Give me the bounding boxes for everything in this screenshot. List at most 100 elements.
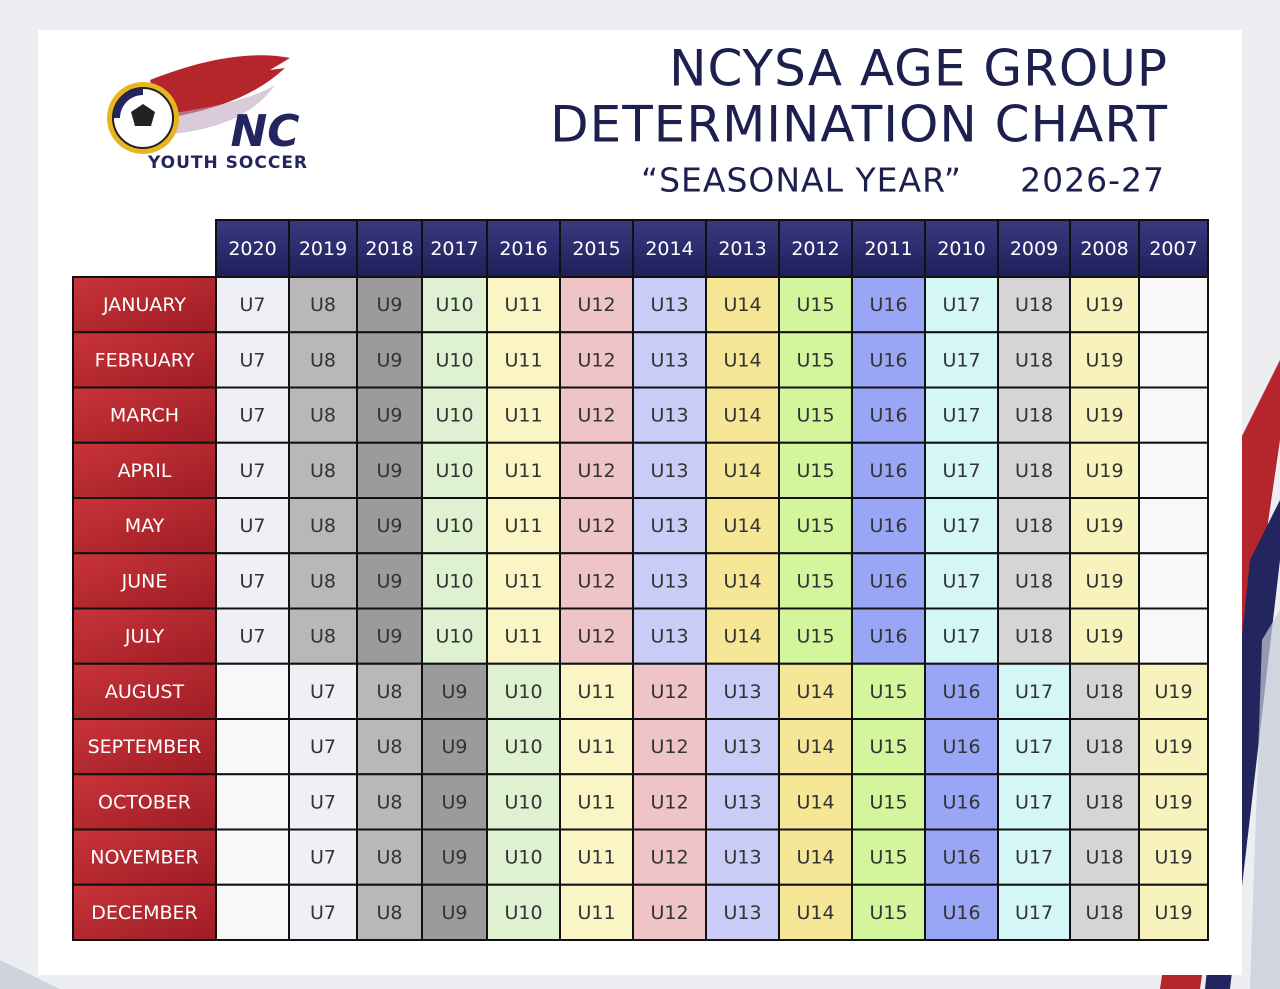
age-cell [356, 552, 423, 610]
month-cell [72, 552, 217, 610]
age-cell [997, 773, 1071, 831]
age-label: U12 [650, 847, 688, 869]
age-label: U18 [1085, 681, 1123, 703]
age-label: U8 [310, 515, 336, 537]
age-cell [288, 828, 358, 886]
age-cell [924, 662, 999, 720]
age-cell [778, 552, 853, 610]
age-cell [215, 773, 290, 831]
age-cell [559, 386, 634, 444]
age-label: U13 [650, 515, 688, 537]
age-label: U7 [310, 791, 336, 813]
age-label: U8 [377, 681, 403, 703]
age-label: U15 [796, 570, 834, 592]
age-label: U14 [723, 570, 761, 592]
month-cell [72, 773, 217, 831]
age-label: U18 [1085, 791, 1123, 813]
column-header [288, 219, 358, 278]
age-cell [705, 828, 780, 886]
age-label: U12 [650, 791, 688, 813]
age-label: U18 [1015, 294, 1053, 316]
age-label: U17 [1015, 681, 1053, 703]
age-label: U10 [504, 791, 542, 813]
age-label: U15 [869, 902, 907, 924]
age-label: U7 [240, 626, 266, 648]
age-label: U17 [942, 294, 980, 316]
subtitle: “SEASONAL YEAR” [641, 161, 962, 200]
age-cell [1069, 552, 1140, 610]
age-label: U15 [869, 681, 907, 703]
age-label: U11 [577, 681, 615, 703]
age-label: U12 [577, 349, 615, 371]
age-label: U10 [504, 902, 542, 924]
month-cell [72, 441, 217, 499]
age-label: U14 [796, 736, 834, 758]
year-label: 2016 [499, 238, 547, 260]
age-label: U10 [504, 847, 542, 869]
age-label: U11 [504, 349, 542, 371]
age-cell [1069, 883, 1140, 941]
year-label: 2019 [299, 238, 347, 260]
age-label: U16 [942, 681, 980, 703]
age-cell [559, 883, 634, 941]
column-header [1138, 219, 1209, 278]
age-label: U16 [869, 515, 907, 537]
age-label: U13 [650, 349, 688, 371]
age-table: 2020 2019 2018 2017 2016 2015 2014 2013 2012 2011… [72, 219, 1209, 941]
age-cell [421, 386, 488, 444]
age-label: U15 [796, 626, 834, 648]
age-cell [851, 718, 926, 776]
age-label: U9 [377, 460, 403, 482]
age-cell [924, 386, 999, 444]
age-label: U16 [942, 902, 980, 924]
age-label: U13 [723, 681, 761, 703]
age-cell [705, 552, 780, 610]
age-label: U17 [1015, 847, 1053, 869]
age-label: U13 [723, 736, 761, 758]
month-label: JANUARY [102, 294, 186, 316]
age-label: U7 [310, 847, 336, 869]
age-cell [356, 718, 423, 776]
year-label: 2020 [228, 238, 276, 260]
age-cell [632, 386, 707, 444]
age-cell [421, 552, 488, 610]
age-label: U11 [577, 847, 615, 869]
age-label: U14 [796, 847, 834, 869]
age-label: U12 [577, 515, 615, 537]
month-label: JUNE [121, 570, 168, 592]
age-label: U18 [1015, 570, 1053, 592]
age-cell [997, 386, 1071, 444]
age-cell [997, 552, 1071, 610]
age-cell [215, 386, 290, 444]
age-cell [997, 718, 1071, 776]
age-label: U12 [577, 570, 615, 592]
age-label: U11 [504, 460, 542, 482]
age-cell [215, 662, 290, 720]
age-cell [632, 607, 707, 665]
age-cell [421, 331, 488, 389]
age-label: U17 [942, 570, 980, 592]
age-cell [1069, 607, 1140, 665]
age-label: U18 [1085, 736, 1123, 758]
age-label: U17 [942, 460, 980, 482]
age-cell [421, 607, 488, 665]
age-label: U16 [869, 460, 907, 482]
age-cell [421, 662, 488, 720]
age-label: U19 [1154, 681, 1192, 703]
age-label: U10 [435, 626, 473, 648]
age-label: U7 [310, 681, 336, 703]
age-label: U9 [442, 736, 468, 758]
age-label: U8 [310, 460, 336, 482]
age-label: U19 [1085, 349, 1123, 371]
age-label: U14 [723, 626, 761, 648]
age-cell [288, 552, 358, 610]
age-label: U8 [377, 847, 403, 869]
age-cell [215, 718, 290, 776]
age-label: U10 [435, 349, 473, 371]
age-label: U12 [650, 736, 688, 758]
age-cell [288, 331, 358, 389]
year-label: 2017 [430, 238, 478, 260]
age-label: U10 [435, 405, 473, 427]
age-label: U14 [723, 460, 761, 482]
column-header [559, 219, 634, 278]
